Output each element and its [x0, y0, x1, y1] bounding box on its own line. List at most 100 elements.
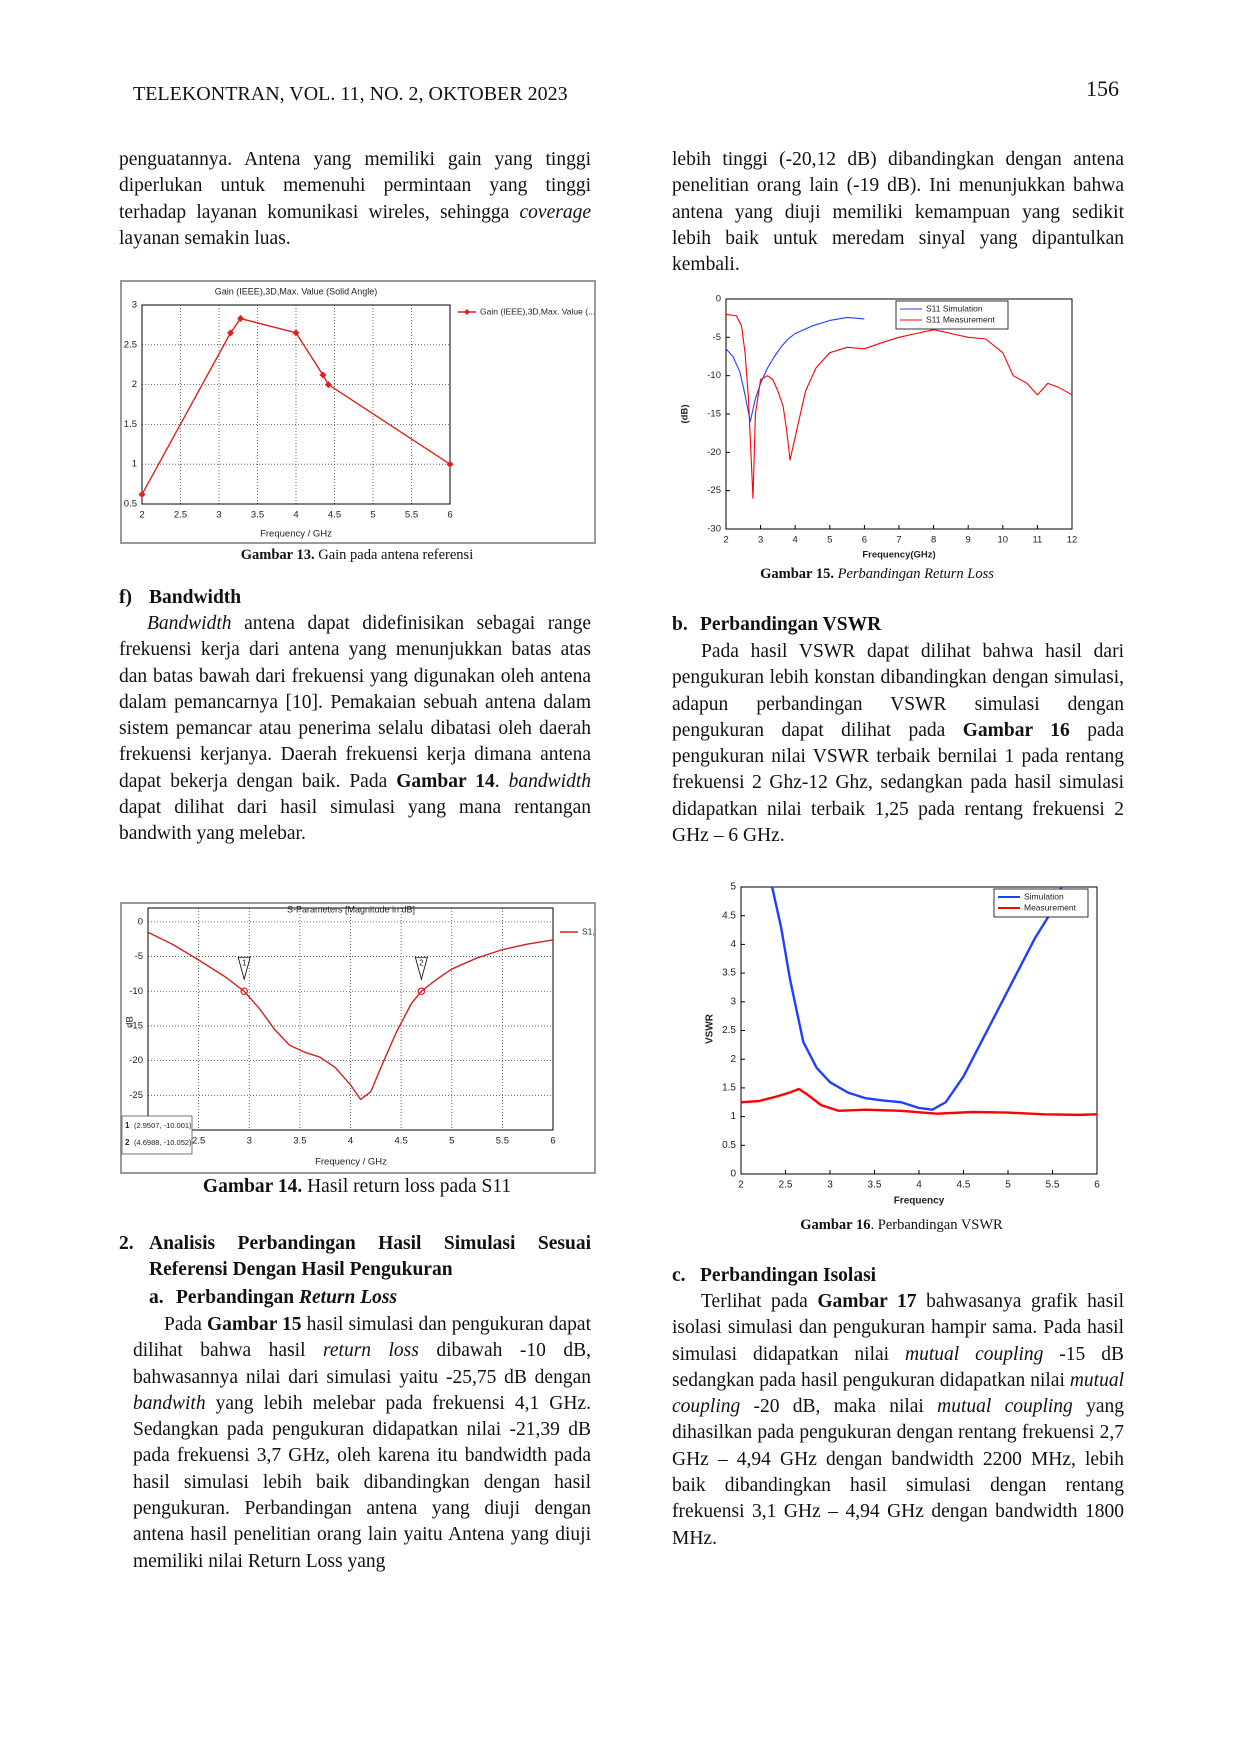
y-tick-label: 0	[730, 1169, 736, 1180]
figure-caption: Gambar 13. Gain pada antena referensi	[119, 547, 595, 564]
text-run: Analisis Perbandingan Hasil Simulasi Ses…	[149, 1233, 591, 1281]
x-tick-label: 5	[370, 510, 375, 521]
x-tick-label: 2	[139, 510, 144, 521]
paragraph: Pada hasil VSWR dapat dilihat bahwa hasi…	[672, 639, 1124, 849]
paragraph: lebih tinggi (-20,12 dB) dibandingkan de…	[672, 147, 1124, 278]
x-axis-label: Frequency / GHz	[315, 1157, 387, 1168]
y-tick-label: 1.5	[124, 419, 137, 430]
text-run: yang lebih melebar pada frekuensi 4,1 GH…	[133, 1392, 591, 1572]
x-tick-label: 6	[862, 535, 867, 546]
caption-text: Perbandingan Return Loss	[837, 566, 994, 582]
text-run: coverage	[519, 201, 591, 223]
chart-title: S-Parameters [Magnitude in dB]	[287, 904, 415, 914]
x-tick-label: 5.5	[496, 1136, 509, 1147]
text-run: lebih tinggi (-20,12 dB) dibandingkan de…	[672, 149, 1124, 276]
text-run: mutual coupling	[672, 1369, 1124, 1418]
paragraph: Terlihat pada Gambar 17 bahwasanya grafi…	[672, 1289, 1124, 1552]
marker-flag	[414, 956, 428, 981]
heading: c. Perbandingan Isolasi	[672, 1263, 1124, 1289]
text-run: Bandwidth	[149, 587, 242, 608]
y-tick-label: 0.5	[124, 499, 137, 510]
heading-number: f)	[119, 587, 132, 608]
x-tick-label: 3	[827, 1180, 833, 1191]
y-tick-label: -30	[707, 524, 721, 535]
text-run: mutual coupling	[905, 1343, 1044, 1365]
text-run: dapat dilihat dari hasil simulasi yang m…	[119, 797, 591, 845]
heading-number: b.	[672, 614, 688, 635]
x-tick-label: 8	[931, 535, 936, 546]
y-tick-label: -10	[129, 986, 143, 997]
readout-box	[121, 1115, 193, 1155]
data-point	[237, 315, 245, 323]
y-axis-label: (dB)	[680, 405, 691, 424]
y-tick-label: 3	[730, 996, 736, 1007]
legend-label: S11 Measurement	[926, 314, 995, 324]
data-point	[138, 490, 146, 498]
vswr-chart: 0 0.5 1 1.5 2 2.5 3 3.5 4 4.5 5 2 2.5 3 3.5 4 4.5 5 5.5 6 Si…	[705, 882, 1101, 1207]
x-tick-label: 4	[916, 1180, 922, 1191]
y-tick-label: -5	[713, 332, 721, 343]
text-run: Pada hasil VSWR dapat dilihat bahwa hasi…	[672, 641, 1124, 741]
caption-text: Gain pada antena referensi	[318, 547, 474, 563]
series-line	[725, 313, 1073, 499]
legend-marker	[464, 309, 470, 315]
y-tick-label: 4	[730, 939, 736, 950]
data-point	[446, 460, 454, 468]
chart-border	[120, 280, 596, 544]
y-tick-label: 1	[730, 1111, 736, 1122]
x-tick-label: 2.5	[192, 1136, 205, 1147]
text-run: Return Loss	[299, 1287, 398, 1308]
x-tick-label: 4.5	[328, 510, 341, 521]
y-tick-label: -5	[135, 951, 143, 962]
caption-label: Gambar 16	[800, 1217, 871, 1233]
readout-text: (2.9507, -10.001)	[134, 1121, 192, 1130]
y-tick-label: -20	[129, 1055, 143, 1066]
text-run: mutual coupling	[937, 1396, 1073, 1418]
data-point	[324, 381, 332, 389]
legend-label: S11 Simulation	[926, 303, 983, 313]
y-tick-label: 4.5	[722, 910, 736, 921]
x-tick-label: 5.5	[405, 510, 418, 521]
x-tick-label: 5	[827, 535, 832, 546]
figure-caption: Gambar 14. Hasil return loss pada S11	[119, 1176, 595, 1198]
x-tick-label: 4.5	[957, 1180, 971, 1191]
legend-box	[993, 888, 1089, 918]
text-run: .	[494, 770, 509, 792]
y-tick-label: 2.5	[722, 1025, 736, 1036]
y-tick-label: 0	[138, 916, 143, 927]
caption-label: Gambar 14.	[202, 1176, 303, 1197]
text-run: yang dihasilkan pada pengukuran dengan r…	[672, 1396, 1124, 1549]
readout-text: (4.6988, -10.052)	[134, 1138, 192, 1147]
y-tick-label: 5	[730, 882, 736, 893]
heading-number: 2.	[119, 1233, 134, 1254]
journal-header: TELEKONTRAN, VOL. 11, NO. 2, OKTOBER 202…	[133, 83, 568, 105]
x-tick-label: 2.5	[174, 510, 187, 521]
data-point	[227, 329, 235, 337]
marker-flag	[237, 956, 251, 981]
x-tick-label: 2	[738, 1180, 744, 1191]
paragraph: penguatannya. Antena yang memiliki gain …	[119, 147, 591, 252]
x-tick-label: 5	[1005, 1180, 1011, 1191]
page-number: 156	[1086, 76, 1119, 101]
data-point	[319, 371, 327, 379]
marker-point	[240, 987, 248, 996]
series-line	[725, 316, 865, 423]
legend-label: Measurement	[1024, 902, 1077, 912]
y-tick-label: -25	[707, 485, 721, 496]
legend-label: Gain (IEEE),3D,Max. Value (...	[480, 306, 595, 316]
heading: a. Perbandingan Return Loss	[149, 1285, 591, 1311]
y-axis-label: VSWR	[705, 1013, 716, 1044]
text-run: Gambar 14	[396, 770, 495, 792]
heading-number: c.	[672, 1265, 686, 1286]
legend-label: S1,1	[582, 926, 596, 936]
figure-caption: Gambar 16. Perbandingan VSWR	[694, 1217, 1109, 1234]
x-tick-label: 6	[550, 1136, 555, 1147]
text-run: hasil simulasi dan pengukuran dapat dili…	[133, 1314, 592, 1362]
text-run: -15 dB sedangkan pada hasil pengukuran d…	[672, 1343, 1124, 1391]
y-tick-label: -15	[129, 1020, 143, 1031]
readout-label: 1	[125, 1121, 130, 1130]
figure-caption: Gambar 15. Perbandingan Return Loss	[672, 566, 1082, 583]
text-run: Bandwidth	[147, 613, 232, 634]
return-loss-comparison-chart: 0 -5 -10 -15 -20 -25 -302 3 4 5 6 7 8 9 10 11 12 S11 Simu…	[680, 294, 1078, 561]
